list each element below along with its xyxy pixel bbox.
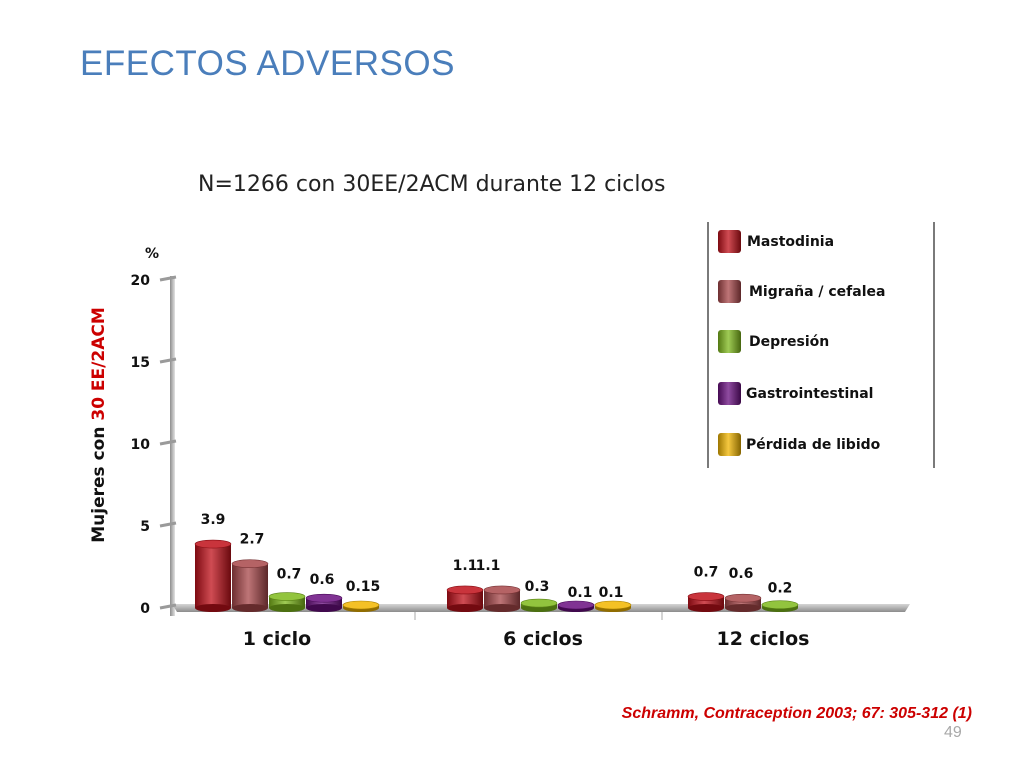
bar-value-label: 1.1 — [476, 558, 501, 574]
bar-value-label: 0.6 — [729, 566, 754, 582]
chart-title: N=1266 con 30EE/2ACM durante 12 ciclos — [198, 172, 666, 197]
y-tick-mark — [159, 603, 177, 610]
legend-item: Pérdida de libido — [718, 433, 881, 456]
bar-value-label: 3.9 — [201, 512, 226, 528]
y-tick-mark — [159, 275, 177, 282]
legend-swatch — [718, 230, 741, 253]
legend-label: Mastodinia — [747, 234, 834, 250]
y-tick-mark — [159, 521, 177, 528]
legend-label: Migraña / cefalea — [749, 284, 885, 300]
bar — [194, 539, 232, 612]
bar — [446, 585, 484, 612]
bar-value-label: 2.7 — [240, 532, 265, 548]
bar-value-label: 0.1 — [568, 585, 593, 601]
y-axis-label-highlight: 30 EE/2ACM — [89, 307, 109, 420]
page-number: 49 — [944, 724, 962, 741]
category-label: 1 ciclo — [243, 628, 311, 650]
legend-swatch — [718, 433, 741, 456]
legend-item: Migraña / cefalea — [718, 280, 885, 303]
bar — [305, 593, 343, 612]
slide-title: EFECTOS ADVERSOS — [80, 44, 455, 83]
bar-value-label: 0.1 — [599, 585, 624, 601]
bar-value-label: 0.3 — [525, 579, 550, 595]
legend-label: Depresión — [749, 334, 829, 350]
bar-value-label: 0.2 — [768, 581, 793, 597]
bar — [483, 585, 521, 612]
legend-label: Pérdida de libido — [746, 437, 881, 453]
y-axis-label-prefix: Mujeres con — [89, 421, 109, 543]
bar — [231, 559, 269, 612]
bar — [724, 593, 762, 612]
bar-value-label: 0.7 — [694, 565, 719, 581]
y-unit: % — [145, 246, 159, 262]
legend-swatch — [718, 280, 741, 303]
bar — [557, 600, 595, 612]
citation: Schramm, Contraception 2003; 67: 305-312… — [621, 705, 972, 722]
y-tick-label: 20 — [131, 273, 151, 289]
bar-value-label: 0.15 — [346, 579, 381, 595]
legend-swatch — [718, 330, 741, 353]
bar-value-label: 0.6 — [310, 572, 335, 588]
y-tick-mark — [159, 357, 177, 364]
bar — [687, 592, 725, 612]
y-axis-label: Mujeres con 30 EE/2ACM — [89, 307, 109, 543]
legend-item: Depresión — [718, 330, 829, 353]
bar-value-label: 1.1 — [453, 558, 478, 574]
bar-value-label: 0.7 — [277, 567, 302, 583]
legend-label: Gastrointestinal — [746, 386, 873, 402]
legend-item: Mastodinia — [718, 230, 834, 253]
y-tick-label: 10 — [131, 437, 151, 453]
legend-swatch — [718, 382, 741, 405]
y-axis-wall — [170, 276, 175, 616]
y-tick-label: 15 — [131, 355, 150, 371]
legend-item: Gastrointestinal — [718, 382, 873, 405]
bar — [761, 600, 799, 612]
bar — [594, 600, 632, 612]
category-label: 6 ciclos — [503, 628, 583, 650]
y-tick-label: 0 — [140, 601, 150, 617]
bar — [520, 598, 558, 612]
y-tick-mark — [159, 439, 177, 446]
y-tick-label: 5 — [140, 519, 150, 535]
bar — [268, 592, 306, 612]
category-label: 12 ciclos — [717, 628, 810, 650]
bar — [342, 600, 380, 612]
